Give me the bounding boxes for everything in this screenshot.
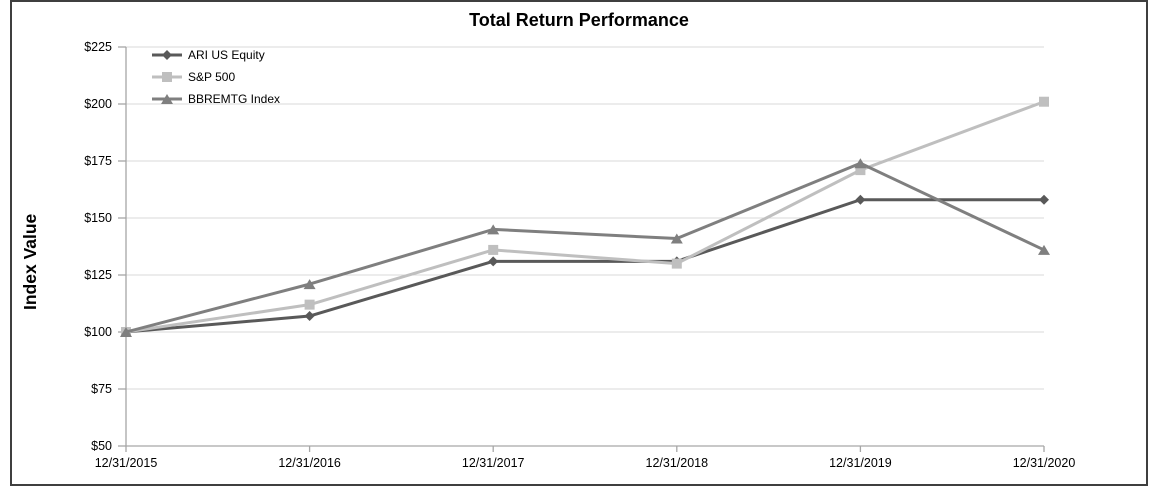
series-marker-s-p-500-12-31-2017: [488, 244, 499, 255]
legend-label: ARI US Equity: [188, 48, 265, 62]
legend: ARI US Equity S&P 500 BBREMTG Index: [152, 44, 280, 110]
series-marker-ari-us-equity-12-31-2016: [304, 311, 315, 322]
y-tick-label-150: $150: [84, 211, 112, 225]
legend-item-ari-us-equity: ARI US Equity: [152, 44, 280, 66]
y-tick-label-225: $225: [84, 40, 112, 54]
series-marker-ari-us-equity-12-31-2019: [855, 194, 866, 205]
series-marker-ari-us-equity-12-31-2020: [1039, 194, 1049, 205]
series-line-s-p-500: [124, 100, 1046, 334]
y-tick-label-75: $75: [91, 382, 112, 396]
legend-marker-s-p-500: [162, 72, 172, 82]
y-tick-label-50: $50: [91, 439, 112, 453]
y-tick-label-175: $175: [84, 154, 112, 168]
series-marker-bbremtg-index-12-31-2020: [1038, 244, 1050, 255]
legend-item-s-p-500: S&P 500: [152, 66, 280, 88]
x-tick-label-12-31-2020: 12/31/2020: [1012, 456, 1076, 470]
legend-marker-bbremtg-index: [161, 94, 173, 104]
x-tick-label-12-31-2016: 12/31/2016: [278, 456, 341, 470]
legend-marker-ari-us-equity: [162, 50, 172, 60]
y-tick-label-200: $200: [84, 97, 112, 111]
series-marker-bbremtg-index-12-31-2016: [303, 279, 316, 290]
chart-title: Total Return Performance: [469, 10, 689, 30]
legend-item-bbremtg-index: BBREMTG Index: [152, 88, 280, 110]
chart-frame: Total Return Performance Index Value $22…: [10, 0, 1148, 486]
series-marker-bbremtg-index-12-31-2017: [487, 224, 500, 235]
x-tick-label-12-31-2018: 12/31/2018: [645, 456, 709, 470]
y-tick-label-100: $100: [84, 325, 112, 339]
x-tick-label-12-31-2015: 12/31/2015: [94, 456, 158, 470]
legend-label: BBREMTG Index: [188, 92, 281, 106]
series-marker-s-p-500-12-31-2020: [1039, 96, 1049, 107]
legend-square-icon: [152, 72, 182, 82]
legend-diamond-icon: [152, 50, 182, 60]
series-marker-bbremtg-index-12-31-2018: [670, 233, 683, 244]
series-marker-bbremtg-index-12-31-2019: [854, 158, 867, 169]
series-line-bbremtg-index: [124, 161, 1046, 334]
series-marker-bbremtg-index-12-31-2015: [120, 327, 132, 337]
legend-label: S&P 500: [188, 70, 236, 84]
x-tick-label-12-31-2019: 12/31/2019: [829, 456, 892, 470]
plot-area: [118, 46, 1050, 452]
series-line-ari-us-equity: [124, 198, 1046, 334]
series-marker-s-p-500-12-31-2018: [671, 258, 682, 269]
series-marker-s-p-500-12-31-2016: [304, 299, 315, 310]
y-tick-label-125: $125: [84, 268, 112, 282]
legend-triangle-icon: [152, 94, 182, 104]
series-marker-ari-us-equity-12-31-2017: [488, 256, 499, 267]
x-tick-label-12-31-2017: 12/31/2017: [461, 456, 525, 470]
series-marker-s-p-500-12-31-2019: [855, 165, 866, 176]
